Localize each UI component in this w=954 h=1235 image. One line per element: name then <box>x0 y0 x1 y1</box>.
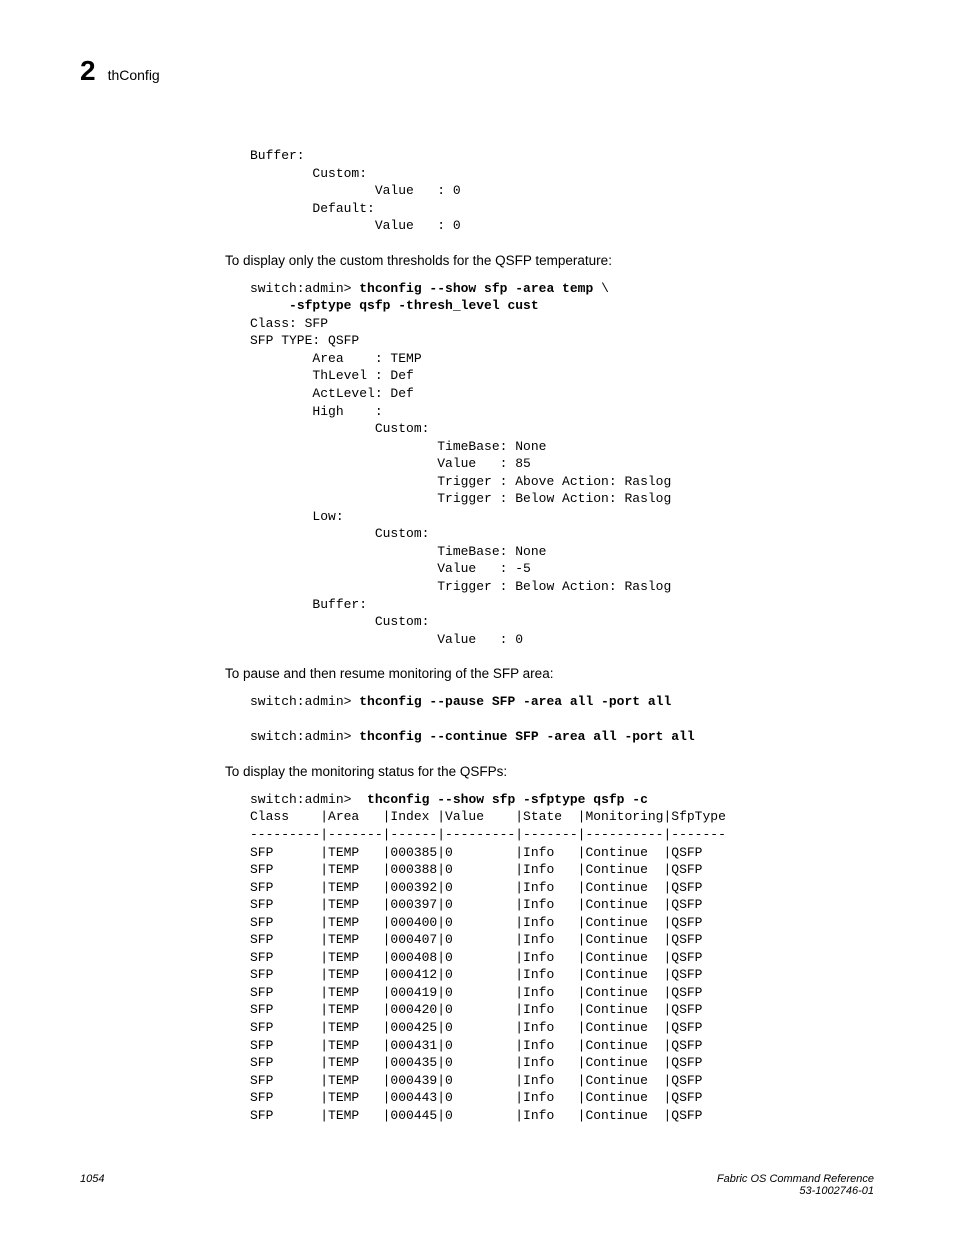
table-row: SFP |TEMP |000439|0 |Info |Continue |QSF… <box>250 1073 702 1088</box>
page-number: 1054 <box>80 1173 104 1197</box>
code-line <box>250 298 289 313</box>
code-line: Value : -5 <box>250 561 531 576</box>
table-row: SFP |TEMP |000397|0 |Info |Continue |QSF… <box>250 897 702 912</box>
command-text: thconfig --pause SFP -area all -port all <box>359 694 671 709</box>
code-block-buffer: Buffer: Custom: Value : 0 Default: Value… <box>250 147 874 235</box>
code-line: Custom: <box>250 421 429 436</box>
code-line: Buffer: <box>250 597 367 612</box>
code-line: switch:admin> <box>250 281 359 296</box>
table-separator: ---------|-------|------|---------|-----… <box>250 827 726 842</box>
footer-doc-info: Fabric OS Command Reference 53-1002746-0… <box>717 1173 874 1197</box>
code-line: Low: <box>250 509 344 524</box>
paragraph-pause-resume: To pause and then resume monitoring of t… <box>225 666 874 681</box>
page-header: 2 thConfig <box>80 55 874 87</box>
doc-title: Fabric OS Command Reference <box>717 1173 874 1185</box>
table-row: SFP |TEMP |000400|0 |Info |Continue |QSF… <box>250 915 702 930</box>
code-block-show-sfp: switch:admin> thconfig --show sfp -area … <box>250 280 874 648</box>
paragraph-display-status: To display the monitoring status for the… <box>225 764 874 779</box>
code-block-qsfp-table: switch:admin> thconfig --show sfp -sfpty… <box>250 791 874 1124</box>
code-line: Area : TEMP <box>250 351 422 366</box>
code-line: Custom: <box>250 166 367 181</box>
table-row: SFP |TEMP |000445|0 |Info |Continue |QSF… <box>250 1108 702 1123</box>
code-line: ThLevel : Def <box>250 368 414 383</box>
chapter-number: 2 <box>80 55 96 87</box>
command-text: thconfig --show sfp -sfptype qsfp -c <box>367 792 648 807</box>
code-line: High : <box>250 404 383 419</box>
code-line: Buffer: <box>250 148 305 163</box>
command-text: thconfig --show sfp -area temp <box>359 281 593 296</box>
doc-id: 53-1002746-01 <box>799 1185 874 1197</box>
table-row: SFP |TEMP |000435|0 |Info |Continue |QSF… <box>250 1055 702 1070</box>
code-line: Default: <box>250 201 375 216</box>
code-line: TimeBase: None <box>250 544 546 559</box>
code-line: Value : 85 <box>250 456 531 471</box>
table-row: SFP |TEMP |000412|0 |Info |Continue |QSF… <box>250 967 702 982</box>
code-line: ActLevel: Def <box>250 386 414 401</box>
code-line: Value : 0 <box>250 183 461 198</box>
code-line: Trigger : Below Action: Raslog <box>250 579 671 594</box>
code-line: switch:admin> <box>250 729 359 744</box>
code-line: Trigger : Below Action: Raslog <box>250 491 671 506</box>
table-row: SFP |TEMP |000431|0 |Info |Continue |QSF… <box>250 1038 702 1053</box>
command-text: thconfig --continue SFP -area all -port … <box>359 729 694 744</box>
code-line: switch:admin> <box>250 694 359 709</box>
code-line: Custom: <box>250 614 429 629</box>
command-text: -sfptype qsfp -thresh_level cust <box>289 298 539 313</box>
table-row: SFP |TEMP |000388|0 |Info |Continue |QSF… <box>250 862 702 877</box>
table-row: SFP |TEMP |000408|0 |Info |Continue |QSF… <box>250 950 702 965</box>
table-row: SFP |TEMP |000392|0 |Info |Continue |QSF… <box>250 880 702 895</box>
code-line: switch:admin> <box>250 792 367 807</box>
table-row: SFP |TEMP |000385|0 |Info |Continue |QSF… <box>250 845 702 860</box>
table-row: SFP |TEMP |000443|0 |Info |Continue |QSF… <box>250 1090 702 1105</box>
code-line: TimeBase: None <box>250 439 546 454</box>
paragraph-display-custom: To display only the custom thresholds fo… <box>225 253 874 268</box>
code-line: Class: SFP <box>250 316 328 331</box>
code-block-pause-continue: switch:admin> thconfig --pause SFP -area… <box>250 693 874 746</box>
code-line: Value : 0 <box>250 218 461 233</box>
page-footer: 1054 Fabric OS Command Reference 53-1002… <box>80 1173 874 1197</box>
table-row: SFP |TEMP |000407|0 |Info |Continue |QSF… <box>250 932 702 947</box>
code-line: \ <box>593 281 609 296</box>
table-row: SFP |TEMP |000419|0 |Info |Continue |QSF… <box>250 985 702 1000</box>
code-line: Trigger : Above Action: Raslog <box>250 474 671 489</box>
table-row: SFP |TEMP |000420|0 |Info |Continue |QSF… <box>250 1002 702 1017</box>
code-line: Custom: <box>250 526 429 541</box>
table-header: Class |Area |Index |Value |State |Monito… <box>250 809 726 824</box>
table-row: SFP |TEMP |000425|0 |Info |Continue |QSF… <box>250 1020 702 1035</box>
command-name: thConfig <box>108 67 160 83</box>
code-line: SFP TYPE: QSFP <box>250 333 359 348</box>
code-line: Value : 0 <box>250 632 523 647</box>
